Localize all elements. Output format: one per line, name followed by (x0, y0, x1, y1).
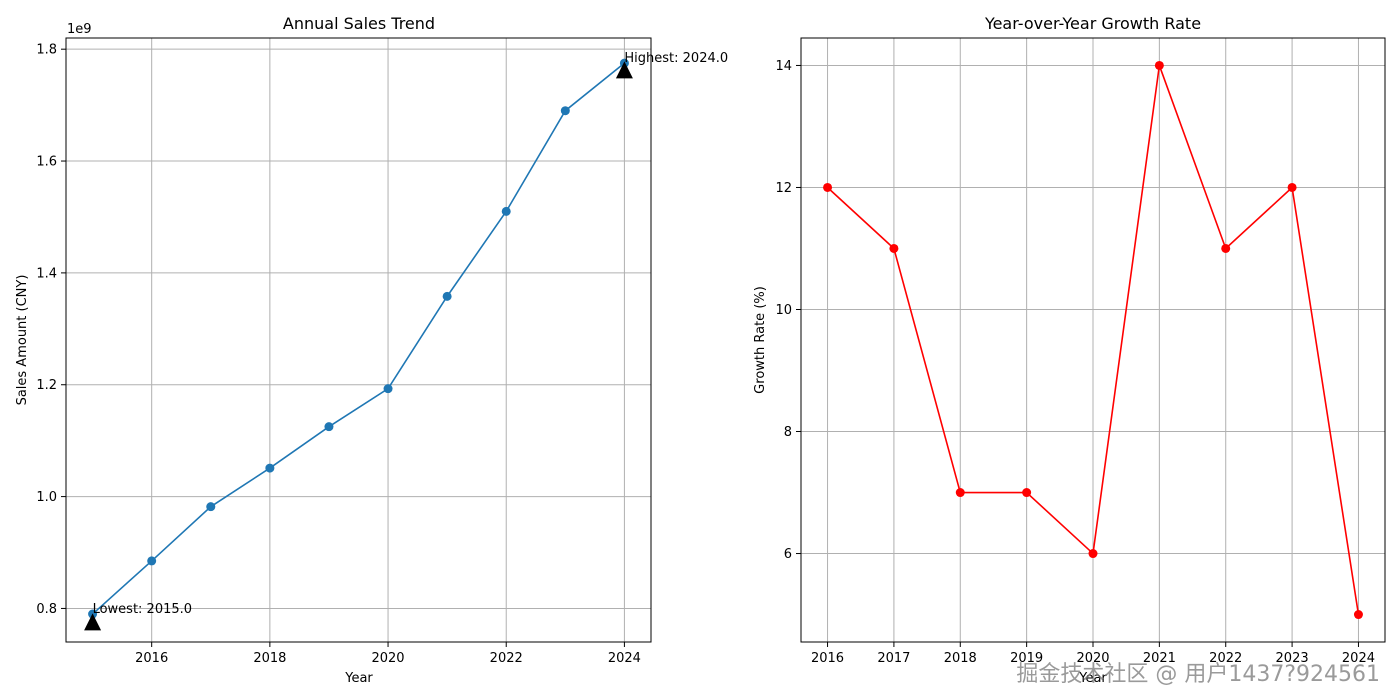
y-tick-label: 6 (784, 547, 792, 562)
x-axis-label: Year (1078, 671, 1107, 686)
data-point (823, 182, 833, 192)
x-tick-label: 2021 (1143, 651, 1176, 666)
x-tick-label: 2017 (877, 651, 910, 666)
data-point (324, 422, 334, 432)
y-tick-label: 1.4 (36, 266, 57, 281)
data-point (442, 291, 452, 301)
annotation-label: Highest: 2024.0 (624, 51, 728, 66)
ticks: 2016 2018 2020 2022 2024 0.8 1.0 1.2 1.4 1.6 1.8 (36, 43, 641, 666)
y-tick-label: 10 (775, 303, 792, 318)
data-point (1022, 488, 1032, 498)
x-tick-label: 2022 (1209, 651, 1242, 666)
data-point (1287, 182, 1297, 192)
watermark: 掘金技术社区 @ 用户1437?924561 (1016, 662, 1380, 687)
ticks: 2016 2017 2018 2019 2020 2021 2022 2023 2024 6 8 10… (775, 59, 1375, 666)
plot-frame (800, 37, 1386, 643)
y-tick-label: 1.0 (36, 490, 57, 505)
annotation-marker (615, 61, 633, 79)
data-point (1154, 60, 1164, 70)
y-tick-label: 12 (775, 181, 792, 196)
data-point (955, 488, 965, 498)
y-axis-label: Growth Rate (%) (753, 286, 768, 394)
series-lines (88, 58, 629, 619)
gridlines (66, 38, 651, 642)
data-point (560, 106, 570, 116)
x-tick-label: 2019 (1010, 651, 1043, 666)
data-point (265, 463, 275, 473)
data-point (1221, 243, 1231, 253)
data-point (206, 502, 216, 512)
x-tick-label: 2018 (253, 651, 286, 666)
x-tick-label: 2024 (1342, 651, 1375, 666)
x-tick-label: 2016 (135, 651, 168, 666)
x-tick-label: 2023 (1276, 651, 1309, 666)
y-tick-label: 1.8 (36, 43, 57, 58)
x-tick-label: 2016 (811, 651, 844, 666)
y-offset-label: 1e9 (67, 22, 92, 37)
x-tick-label: 2018 (944, 651, 977, 666)
y-tick-label: 1.6 (36, 155, 57, 170)
x-tick-label: 2020 (371, 651, 404, 666)
y-tick-label: 8 (784, 425, 792, 440)
x-axis-label: Year (344, 671, 373, 686)
data-point (889, 243, 899, 253)
plot-frame (65, 37, 652, 643)
annotations: Lowest: 2015.0 Highest: 2024.0 (84, 51, 728, 631)
chart-title: Annual Sales Trend (283, 14, 435, 33)
y-tick-label: 1.2 (36, 378, 57, 393)
x-tick-label: 2020 (1076, 651, 1109, 666)
series-line (92, 62, 625, 615)
chart-title: Year-over-Year Growth Rate (984, 14, 1201, 33)
y-axis-label: Sales Amount (CNY) (15, 275, 30, 406)
y-tick-label: 14 (775, 59, 792, 74)
annotation-label: Lowest: 2015.0 (93, 602, 192, 617)
data-point (1353, 610, 1363, 620)
x-tick-label: 2022 (490, 651, 523, 666)
data-point (383, 384, 393, 394)
annotation-marker (84, 613, 102, 631)
y-tick-label: 0.8 (36, 602, 57, 617)
data-point (147, 556, 157, 566)
chart-annual-sales-trend: Annual Sales Trend Year Sales Amount (CN… (15, 14, 728, 686)
data-point (501, 206, 511, 216)
x-tick-label: 2024 (608, 651, 641, 666)
series-lines (823, 60, 1363, 620)
chart-yoy-growth-rate: Year-over-Year Growth Rate Year Growth R… (753, 14, 1386, 686)
data-point (1088, 549, 1098, 559)
